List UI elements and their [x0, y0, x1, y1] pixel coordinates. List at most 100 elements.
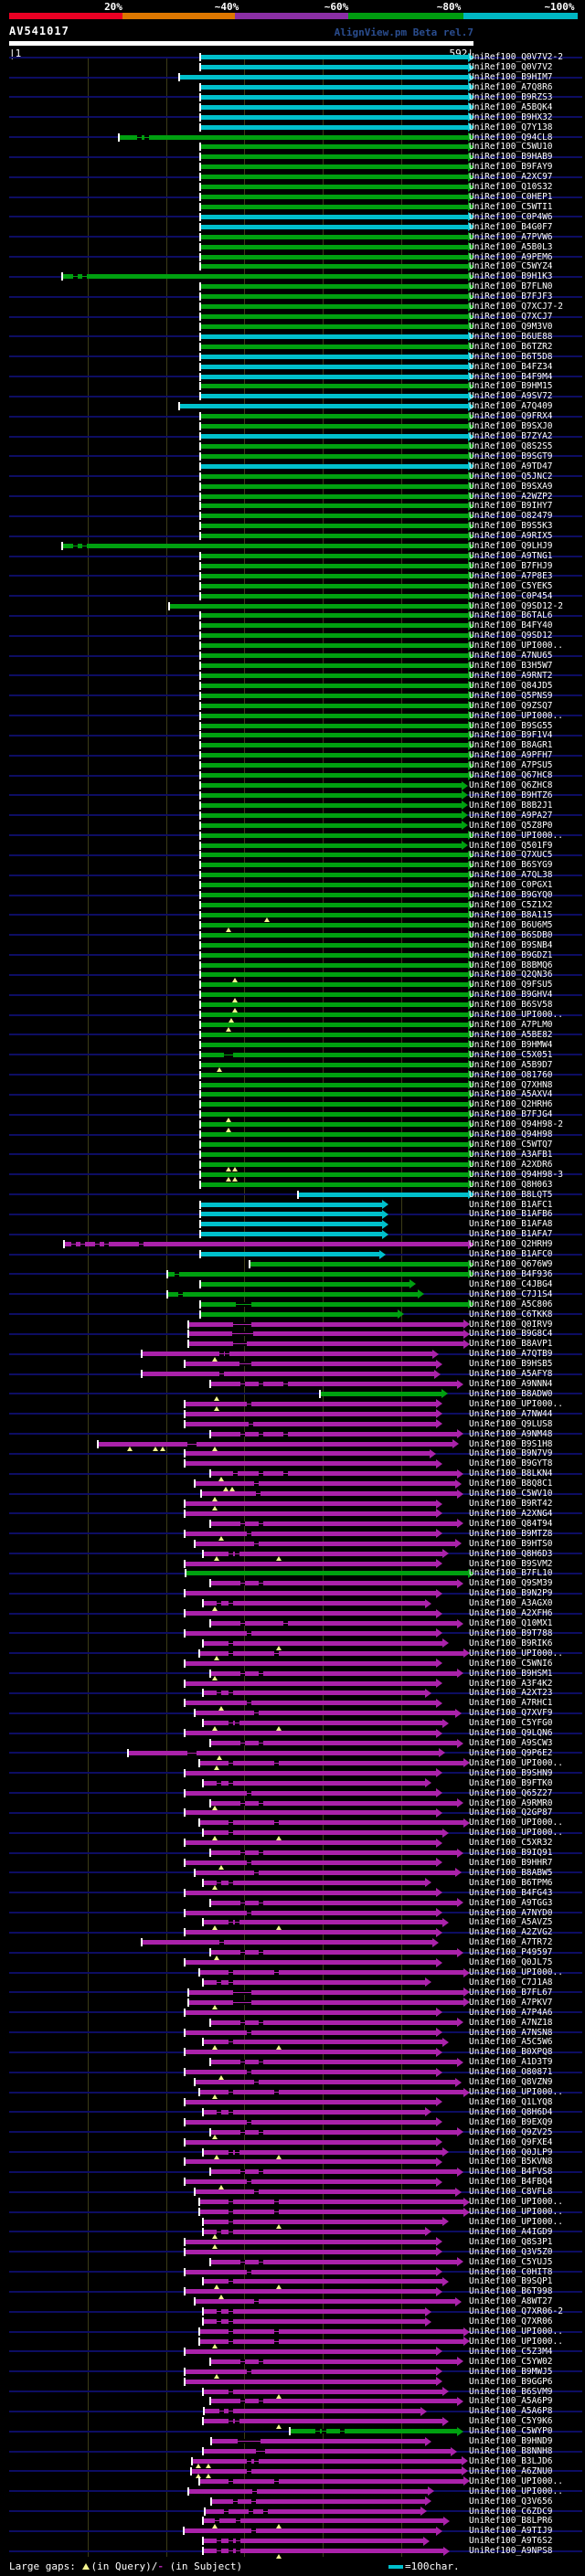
hit-bar-B7FL10[interactable]: [186, 1571, 468, 1576]
subject-label[interactable]: UniRef100_O80871: [469, 2067, 553, 2078]
hit-bar-B6U6M5[interactable]: [200, 922, 468, 928]
subject-label[interactable]: UniRef100_Q9SD12: [469, 631, 553, 641]
hit-bar-A1D3T9[interactable]: [210, 2060, 457, 2065]
hit-bar-A5B0L3[interactable]: [200, 244, 468, 249]
hit-bar-B9HTZ6[interactable]: [200, 792, 462, 798]
subject-label[interactable]: UniRef100_UPI000..: [469, 830, 563, 841]
hit-bar-B8NNH8[interactable]: [203, 2449, 451, 2454]
subject-label[interactable]: UniRef100_B3H5W7: [469, 661, 553, 672]
subject-label[interactable]: UniRef100_B9HTS0: [469, 1538, 553, 1549]
subject-label[interactable]: UniRef100_Q7Y138: [469, 122, 553, 133]
subject-label[interactable]: UniRef100_B9HTZ6: [469, 790, 553, 800]
hit-bar-C0HEP1[interactable]: [200, 195, 468, 200]
hit-bar-C5YEK5[interactable]: [200, 583, 468, 588]
subject-label[interactable]: UniRef100_A7P4A6: [469, 2007, 553, 2018]
subject-label[interactable]: UniRef100_Q9M3V0: [469, 321, 553, 332]
subject-label[interactable]: UniRef100_A8WT27: [469, 2296, 553, 2307]
hit-bar-C0HIT8[interactable]: [185, 2269, 436, 2274]
subject-label[interactable]: UniRef100_B1AFA7: [469, 1229, 553, 1240]
hit-bar-UPI000..[interactable]: [200, 713, 468, 718]
hit-bar-B9GDZ1[interactable]: [200, 952, 468, 958]
subject-label[interactable]: UniRef100_Q94H98-3: [469, 1169, 563, 1180]
hit-bar-A9NM48[interactable]: [210, 1431, 457, 1436]
subject-label[interactable]: UniRef100_B6TPM6: [469, 1877, 553, 1888]
subject-label[interactable]: UniRef100_B8A115: [469, 909, 553, 920]
subject-label[interactable]: UniRef100_Q2HRH6: [469, 1099, 553, 1110]
subject-label[interactable]: UniRef100_B4FBQ4: [469, 2177, 553, 2188]
hit-bar-C5WNI6[interactable]: [185, 1660, 436, 1666]
hit-bar-Q676W9[interactable]: [250, 1262, 468, 1267]
hit-bar-Q94H98-3[interactable]: [200, 1171, 468, 1177]
hit-bar-B9FAY9[interactable]: [200, 164, 468, 170]
subject-label[interactable]: UniRef100_A2XFH6: [469, 1608, 553, 1619]
hit-bar-Q65Z27[interactable]: [185, 1790, 436, 1796]
subject-label[interactable]: UniRef100_B4FG43: [469, 1887, 553, 1898]
subject-label[interactable]: UniRef100_UPI000..: [469, 2207, 563, 2218]
hit-bar-A9T6S2[interactable]: [203, 2539, 423, 2544]
subject-label[interactable]: UniRef100_B9MTZ8: [469, 1528, 553, 1539]
subject-label[interactable]: UniRef100_Q5JNC2: [469, 471, 553, 482]
hit-bar-Q5PNS9[interactable]: [200, 693, 468, 698]
subject-label[interactable]: UniRef100_C4JBG4: [469, 1278, 553, 1289]
hit-bar-O80871[interactable]: [185, 2070, 436, 2075]
hit-bar-C5Y9K6[interactable]: [203, 2419, 442, 2424]
subject-label[interactable]: UniRef100_A4IGD9: [469, 2226, 553, 2237]
subject-label[interactable]: UniRef100_Q0JL75: [469, 1957, 553, 1968]
subject-label[interactable]: UniRef100_A5AVZ5: [469, 1917, 553, 1928]
subject-label[interactable]: UniRef100_B8ABW5: [469, 1867, 553, 1878]
subject-label[interactable]: UniRef100_UPI000..: [469, 641, 563, 652]
hit-bar-B6SV58[interactable]: [200, 1002, 468, 1008]
hit-bar-B9F1V4[interactable]: [200, 733, 468, 738]
hit-bar-Q501F9[interactable]: [200, 843, 462, 848]
subject-label[interactable]: UniRef100_Q8S3P1: [469, 2236, 553, 2247]
hit-bar-A5A6P8[interactable]: [204, 2409, 420, 2414]
subject-label[interactable]: UniRef100_C5YFG0: [469, 1718, 553, 1729]
hit-bar-B9SG55[interactable]: [200, 723, 468, 728]
hit-bar-Q10MX1[interactable]: [210, 1621, 457, 1626]
hit-bar-UPI000..[interactable]: [199, 2478, 463, 2484]
subject-label[interactable]: UniRef100_Q8S2S5: [469, 440, 553, 451]
subject-label[interactable]: UniRef100_Q9SD12-2: [469, 600, 563, 611]
hit-bar-P49597[interactable]: [210, 1950, 457, 1956]
hit-bar-A3AFB1[interactable]: [200, 1151, 468, 1157]
subject-label[interactable]: UniRef100_B4F936: [469, 1268, 553, 1279]
subject-label[interactable]: UniRef100_A7NSN8: [469, 2027, 553, 2038]
hit-bar-B9T788[interactable]: [185, 1630, 436, 1636]
hit-bar-B8B2J1[interactable]: [200, 802, 462, 808]
hit-bar-C6ZDC9[interactable]: [205, 2508, 420, 2514]
hit-bar-A3F4K2[interactable]: [185, 1680, 436, 1686]
subject-label[interactable]: UniRef100_A9TD47: [469, 461, 553, 472]
hit-bar-A9SV72[interactable]: [200, 394, 468, 399]
hit-bar-Q94H98-2[interactable]: [200, 1122, 468, 1128]
subject-label[interactable]: UniRef100_B6U6M5: [469, 919, 553, 930]
subject-label[interactable]: UniRef100_B9HAB9: [469, 152, 553, 163]
subject-label[interactable]: UniRef100_Q8H6D3: [469, 1548, 553, 1559]
subject-label[interactable]: UniRef100_A9PA27: [469, 810, 553, 821]
subject-label[interactable]: UniRef100_A7Q409: [469, 401, 553, 412]
hit-bar-B9MTZ8[interactable]: [185, 1531, 436, 1536]
hit-bar-Q5JNC2[interactable]: [200, 473, 468, 479]
subject-label[interactable]: UniRef100_Q9LUS8: [469, 1418, 553, 1429]
hit-bar-UPI000..[interactable]: [199, 2090, 463, 2095]
subject-label[interactable]: UniRef100_C5WYZ4: [469, 261, 553, 272]
hit-bar-B9SXJ0[interactable]: [200, 424, 468, 429]
subject-label[interactable]: UniRef100_Q9ZSQ7: [469, 700, 553, 711]
hit-bar-B9SVM2[interactable]: [185, 1561, 436, 1566]
subject-label[interactable]: UniRef100_Q2HRH9: [469, 1239, 553, 1250]
subject-label[interactable]: UniRef100_Q6ZHC8: [469, 780, 553, 791]
hit-bar-UPI000..[interactable]: [199, 1760, 463, 1765]
subject-label[interactable]: UniRef100_B9GYT8: [469, 1458, 553, 1469]
hit-bar-B9SNB4[interactable]: [200, 942, 468, 948]
hit-bar-B8ABW5[interactable]: [195, 1870, 455, 1875]
hit-bar-Q9ZSQ7[interactable]: [200, 703, 468, 708]
hit-bar-A9RMR0[interactable]: [210, 1800, 457, 1806]
subject-label[interactable]: UniRef100_B6T5D8: [469, 351, 553, 362]
subject-label[interactable]: UniRef100_B9SQP1: [469, 2276, 553, 2287]
subject-label[interactable]: UniRef100_B6TAL6: [469, 610, 553, 621]
subject-label[interactable]: UniRef100_B9IHY7: [469, 501, 553, 512]
subject-label[interactable]: UniRef100_A9SV72: [469, 391, 553, 402]
subject-label[interactable]: UniRef100_UPI000..: [469, 710, 563, 721]
hit-bar-A5AFY8[interactable]: [142, 1372, 434, 1377]
subject-label[interactable]: UniRef100_B9SNB4: [469, 939, 553, 950]
subject-label[interactable]: UniRef100_B8ADW0: [469, 1388, 553, 1399]
